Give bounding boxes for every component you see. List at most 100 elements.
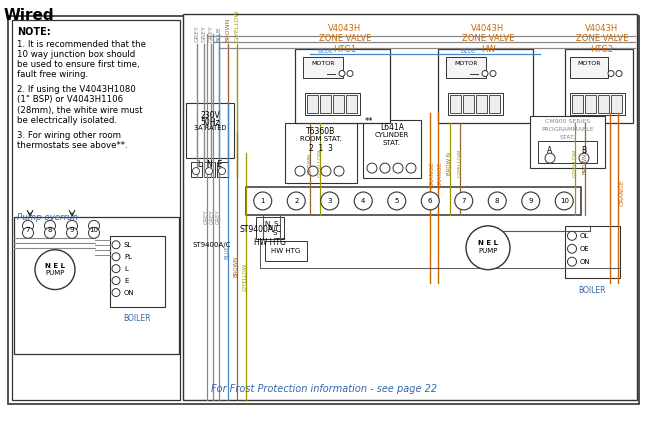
Circle shape [295, 166, 305, 176]
Text: 2. If using the V4043H1080: 2. If using the V4043H1080 [17, 85, 136, 94]
Text: N: N [267, 225, 272, 231]
Bar [307, 95, 318, 114]
Text: 3: 3 [327, 198, 332, 204]
Text: NOTE:: NOTE: [17, 27, 50, 37]
Bar [265, 241, 307, 261]
Bar [110, 236, 165, 308]
Circle shape [567, 244, 576, 253]
Text: MOTOR: MOTOR [577, 61, 601, 66]
Text: V4043H
ZONE VALVE
HTG1: V4043H ZONE VALVE HTG1 [319, 24, 371, 54]
Bar [489, 95, 500, 114]
Bar [448, 93, 503, 115]
Circle shape [67, 220, 78, 231]
Bar [346, 95, 357, 114]
Text: 9: 9 [529, 198, 533, 204]
Text: G/YELLOW: G/YELLOW [234, 9, 239, 42]
Text: GREY: GREY [208, 25, 214, 42]
Text: 9: 9 [70, 227, 74, 233]
Text: BROWN: BROWN [234, 256, 239, 277]
Text: ON: ON [124, 289, 135, 295]
Circle shape [482, 70, 488, 76]
Text: CYLINDER: CYLINDER [375, 132, 409, 138]
Text: BLUE: BLUE [460, 49, 476, 54]
Circle shape [367, 163, 377, 173]
Text: HW HTG: HW HTG [254, 238, 286, 247]
Text: OE: OE [580, 246, 590, 252]
Bar [570, 57, 608, 78]
Bar [256, 217, 284, 239]
Text: MOTOR: MOTOR [454, 61, 477, 66]
Circle shape [579, 153, 589, 163]
Circle shape [308, 166, 318, 176]
Text: BLUE: BLUE [317, 49, 333, 54]
Circle shape [89, 227, 100, 238]
Circle shape [347, 70, 353, 76]
Circle shape [616, 70, 622, 76]
Text: 4: 4 [361, 198, 366, 204]
Text: PROGRAMMABLE: PROGRAMMABLE [541, 127, 594, 132]
Text: Wired: Wired [4, 8, 54, 23]
Text: **: ** [365, 117, 373, 126]
Circle shape [67, 227, 78, 238]
Text: L  N  E: L N E [198, 160, 222, 169]
Circle shape [254, 192, 272, 210]
Bar [572, 95, 583, 114]
Text: G/YELLOW: G/YELLOW [243, 262, 248, 291]
Text: ON: ON [580, 259, 591, 265]
Circle shape [393, 163, 403, 173]
Circle shape [193, 168, 199, 175]
Circle shape [219, 168, 226, 175]
Circle shape [567, 231, 576, 240]
Text: N E L: N E L [478, 240, 498, 246]
Circle shape [112, 253, 120, 261]
Text: 7: 7 [26, 227, 30, 233]
Text: OL: OL [580, 233, 589, 239]
Text: be electrically isolated.: be electrically isolated. [17, 116, 117, 125]
Text: L641A: L641A [380, 123, 404, 133]
Text: (1" BSP) or V4043H1106: (1" BSP) or V4043H1106 [17, 95, 123, 104]
Text: PUMP: PUMP [45, 270, 65, 276]
Text: CM900 SERIES: CM900 SERIES [545, 119, 590, 124]
Text: 2  1  3: 2 1 3 [309, 144, 333, 153]
Circle shape [112, 289, 120, 297]
Bar [320, 95, 331, 114]
Text: SL: SL [124, 242, 132, 248]
Text: T6360B: T6360B [307, 127, 336, 136]
Bar [598, 95, 609, 114]
Text: HW HTG: HW HTG [271, 248, 301, 254]
Bar [476, 95, 487, 114]
Circle shape [45, 220, 56, 231]
Circle shape [112, 265, 120, 273]
Circle shape [388, 192, 406, 210]
Text: 7: 7 [461, 198, 466, 204]
Bar [295, 49, 390, 123]
Text: GREY: GREY [195, 25, 199, 42]
Circle shape [339, 70, 345, 76]
Text: PL: PL [124, 254, 132, 260]
Bar [565, 226, 620, 278]
Bar [565, 49, 633, 123]
Bar [14, 217, 179, 354]
Text: Pump overrun: Pump overrun [17, 213, 78, 222]
Text: GREY: GREY [210, 210, 215, 224]
Text: E: E [124, 278, 128, 284]
Circle shape [35, 250, 75, 289]
Text: GREY: GREY [204, 210, 208, 224]
Text: BROWN: BROWN [582, 152, 587, 174]
Text: 3A RATED: 3A RATED [194, 125, 226, 131]
Bar [303, 57, 343, 78]
Text: ORANGE: ORANGE [437, 162, 443, 189]
Bar [285, 123, 357, 183]
Text: ST9400A/C: ST9400A/C [193, 242, 232, 248]
Circle shape [555, 192, 573, 210]
Bar [183, 14, 637, 400]
Bar [204, 162, 215, 177]
Text: G/YELLOW: G/YELLOW [318, 149, 322, 177]
Text: BROW N: BROW N [448, 151, 452, 175]
Circle shape [287, 192, 305, 210]
Bar [305, 93, 360, 115]
Circle shape [23, 220, 34, 231]
Text: S: S [273, 230, 277, 236]
Bar [438, 49, 533, 123]
Text: ORANGE: ORANGE [619, 180, 624, 206]
